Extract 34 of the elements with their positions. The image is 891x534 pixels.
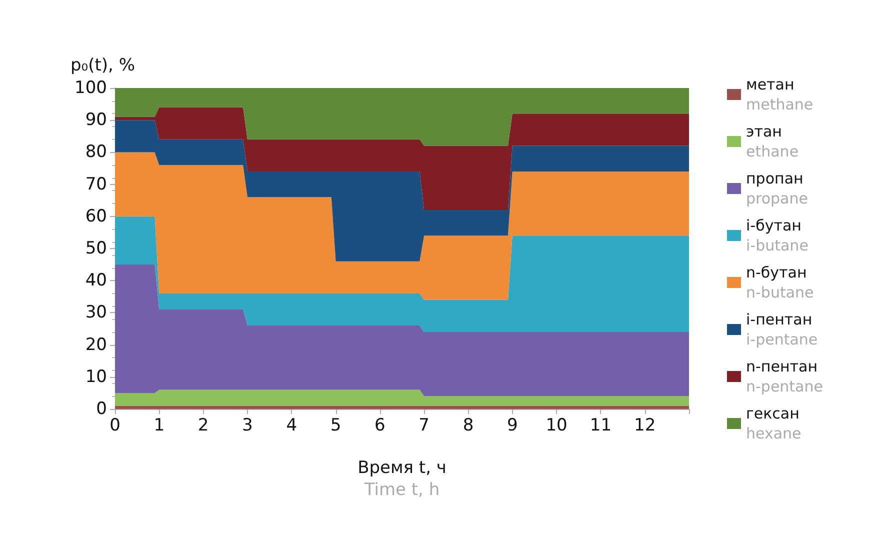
legend-label: n-пентан n-pentane bbox=[746, 358, 823, 396]
x-tick-label: 11 bbox=[590, 416, 612, 436]
y-tick-label: 100 bbox=[74, 78, 107, 98]
y-tick-label: 90 bbox=[85, 110, 107, 130]
x-tick-label: 3 bbox=[242, 416, 253, 436]
legend-label: гексан hexane bbox=[746, 404, 802, 442]
y-tick-label: 80 bbox=[85, 142, 107, 162]
legend-label: пропан propane bbox=[746, 170, 808, 208]
y-tick-label: 20 bbox=[85, 334, 107, 355]
y-tick-label: 10 bbox=[85, 366, 107, 387]
y-tick-label: 40 bbox=[85, 270, 107, 291]
y-axis-title: p₀(t), % bbox=[70, 56, 135, 76]
y-tick-label: 60 bbox=[85, 206, 107, 226]
x-tick-label: 1 bbox=[154, 416, 165, 436]
x-tick-label: 12 bbox=[634, 416, 656, 436]
legend-label: i-пентан i-pentane bbox=[746, 310, 818, 348]
x-tick-label: 9 bbox=[506, 416, 518, 436]
x-tick-label: 7 bbox=[418, 416, 430, 436]
y-tick-label: 30 bbox=[85, 302, 107, 323]
legend-label: i-бутан i-butane bbox=[746, 216, 808, 254]
y-tick-label: 0 bbox=[96, 399, 107, 419]
y-tick-label: 50 bbox=[85, 238, 107, 258]
x-tick-label: 8 bbox=[462, 416, 474, 436]
x-tick-label: 0 bbox=[110, 416, 120, 436]
x-tick-label: 10 bbox=[546, 416, 568, 436]
legend-label: метан methane bbox=[746, 76, 814, 114]
x-axis-title: Время t, ч Time t, h bbox=[358, 458, 446, 500]
x-tick-label: 6 bbox=[374, 416, 386, 436]
legend-label: этан ethane bbox=[746, 122, 799, 160]
y-tick-label: 70 bbox=[85, 174, 107, 194]
legend-label: n-бутан n-butane bbox=[746, 264, 814, 302]
x-tick-label: 2 bbox=[198, 416, 209, 436]
x-tick-label: 5 bbox=[330, 416, 342, 436]
x-tick-label: 4 bbox=[286, 416, 298, 436]
